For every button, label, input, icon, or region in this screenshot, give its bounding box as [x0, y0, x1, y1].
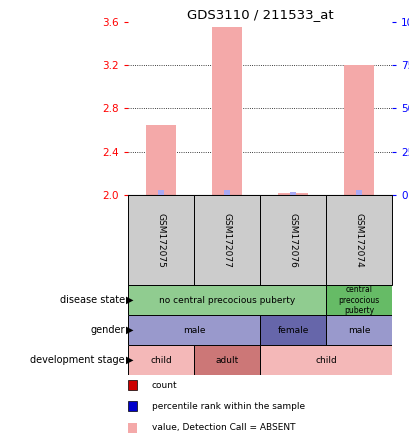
Text: gender: gender [90, 325, 124, 335]
Text: ▶: ▶ [126, 325, 133, 335]
Text: value, Detection Call = ABSENT: value, Detection Call = ABSENT [151, 423, 294, 432]
Bar [146, 125, 175, 195]
Text: child: child [315, 356, 336, 365]
Bar [211, 28, 241, 195]
Bar [193, 195, 259, 285]
Bar [193, 345, 259, 375]
Title: GDS3110 / 211533_at: GDS3110 / 211533_at [186, 8, 333, 21]
Text: child: child [150, 356, 171, 365]
Text: no central precocious puberty: no central precocious puberty [158, 296, 294, 305]
Bar [355, 190, 361, 195]
Bar [128, 315, 259, 345]
Text: GSM172075: GSM172075 [156, 213, 165, 267]
Text: male: male [182, 325, 205, 334]
Bar [259, 345, 391, 375]
Text: GSM172074: GSM172074 [354, 213, 363, 267]
Text: disease state: disease state [59, 295, 124, 305]
Text: male: male [347, 325, 369, 334]
Bar [325, 195, 391, 285]
Bar [277, 193, 307, 195]
Text: count: count [151, 381, 177, 389]
Text: central
precocious
puberty: central precocious puberty [337, 285, 379, 315]
Bar [325, 285, 391, 315]
Text: ▶: ▶ [126, 355, 133, 365]
Bar [158, 190, 163, 195]
Bar [128, 285, 325, 315]
Bar [259, 315, 325, 345]
Text: ▶: ▶ [126, 295, 133, 305]
Bar [325, 315, 391, 345]
Text: female: female [276, 325, 308, 334]
Text: GSM172076: GSM172076 [288, 213, 297, 267]
Text: adult: adult [215, 356, 238, 365]
Text: GSM172077: GSM172077 [222, 213, 231, 267]
Bar [224, 190, 229, 195]
Text: development stage: development stage [30, 355, 124, 365]
Bar [343, 65, 373, 195]
Bar [290, 191, 295, 195]
Bar [259, 195, 325, 285]
Text: percentile rank within the sample: percentile rank within the sample [151, 402, 304, 411]
Bar [128, 345, 193, 375]
Bar [128, 195, 193, 285]
